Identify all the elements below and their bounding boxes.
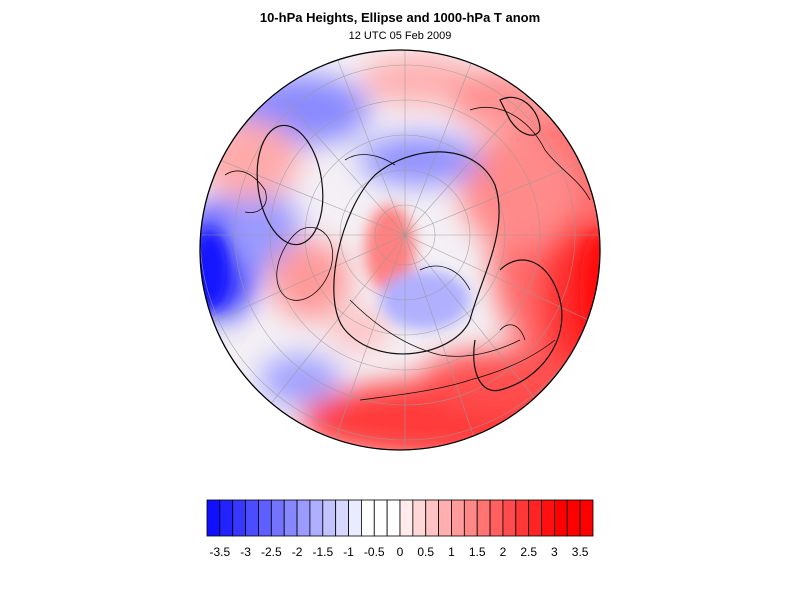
colorbar-box bbox=[579, 499, 594, 537]
colorbar-tick-label: -3.5 bbox=[210, 545, 231, 559]
colorbar-box bbox=[206, 499, 221, 537]
colorbar-box bbox=[335, 499, 349, 537]
colorbar-box bbox=[566, 499, 581, 537]
colorbar-box bbox=[412, 499, 427, 537]
colorbar-tick-label: 1 bbox=[448, 545, 455, 559]
height-contours bbox=[256, 96, 563, 392]
colorbar-tick-label: 0.5 bbox=[417, 545, 434, 559]
colorbar-box bbox=[541, 499, 555, 537]
colorbar-box bbox=[348, 499, 362, 537]
colorbar-tick-label: 2.5 bbox=[520, 545, 537, 559]
colorbar-box bbox=[425, 499, 440, 537]
map-subtitle: 12 UTC 05 Feb 2009 bbox=[348, 30, 452, 42]
colorbar-box bbox=[386, 499, 401, 537]
colorbar-tick-label: 2 bbox=[500, 545, 507, 559]
colorbar-box bbox=[373, 499, 388, 537]
colorbar-box bbox=[399, 499, 414, 537]
colorbar-tick-label: -3 bbox=[240, 545, 251, 559]
anomaly-field bbox=[200, 50, 600, 450]
map-title: 10-hPa Heights, Ellipse and 1000-hPa T a… bbox=[259, 10, 541, 25]
colorbar-tick-label: 0 bbox=[397, 545, 404, 559]
colorbar-box bbox=[283, 499, 298, 537]
colorbar-tick-label: -1.5 bbox=[312, 545, 333, 559]
colorbar-tick-label: 3 bbox=[551, 545, 558, 559]
colorbar-box bbox=[528, 499, 542, 537]
colorbar-box bbox=[438, 499, 452, 537]
colorbar-tick-label: 1.5 bbox=[469, 545, 486, 559]
hemisphere-map bbox=[199, 49, 601, 451]
colorbar-boxes bbox=[206, 499, 594, 537]
colorbar-box bbox=[270, 499, 285, 537]
colorbar-tick-label: 3.5 bbox=[572, 545, 589, 559]
globe-outline bbox=[199, 49, 601, 451]
colorbar-box bbox=[258, 499, 272, 537]
colorbar-box bbox=[322, 499, 337, 537]
colorbar-tick-label: -2.5 bbox=[261, 545, 282, 559]
colorbar-box bbox=[296, 499, 311, 537]
colorbar-box bbox=[489, 499, 504, 537]
colorbar-box bbox=[451, 499, 465, 537]
colorbar-box bbox=[219, 499, 234, 537]
colorbar-box bbox=[360, 499, 375, 537]
colorbar-box bbox=[554, 499, 568, 537]
colorbar-box bbox=[476, 499, 491, 537]
colorbar-box bbox=[232, 499, 247, 537]
colorbar-box bbox=[515, 499, 530, 537]
colorbar-tick-label: -0.5 bbox=[364, 545, 385, 559]
colorbar-box bbox=[502, 499, 517, 537]
colorbar-box bbox=[245, 499, 259, 537]
colorbar-labels: -3.5 -3 -2.5 -2 -1.5 -1 -0.5 0 0.5 1 1.5 2 2.5 3 3.5 bbox=[210, 545, 589, 559]
colorbar-tick-label: -2 bbox=[292, 545, 303, 559]
coastlines bbox=[224, 107, 591, 401]
colorbar-tick-label: -1 bbox=[343, 545, 354, 559]
colorbar-box bbox=[309, 499, 324, 537]
colorbar-box bbox=[463, 499, 478, 537]
